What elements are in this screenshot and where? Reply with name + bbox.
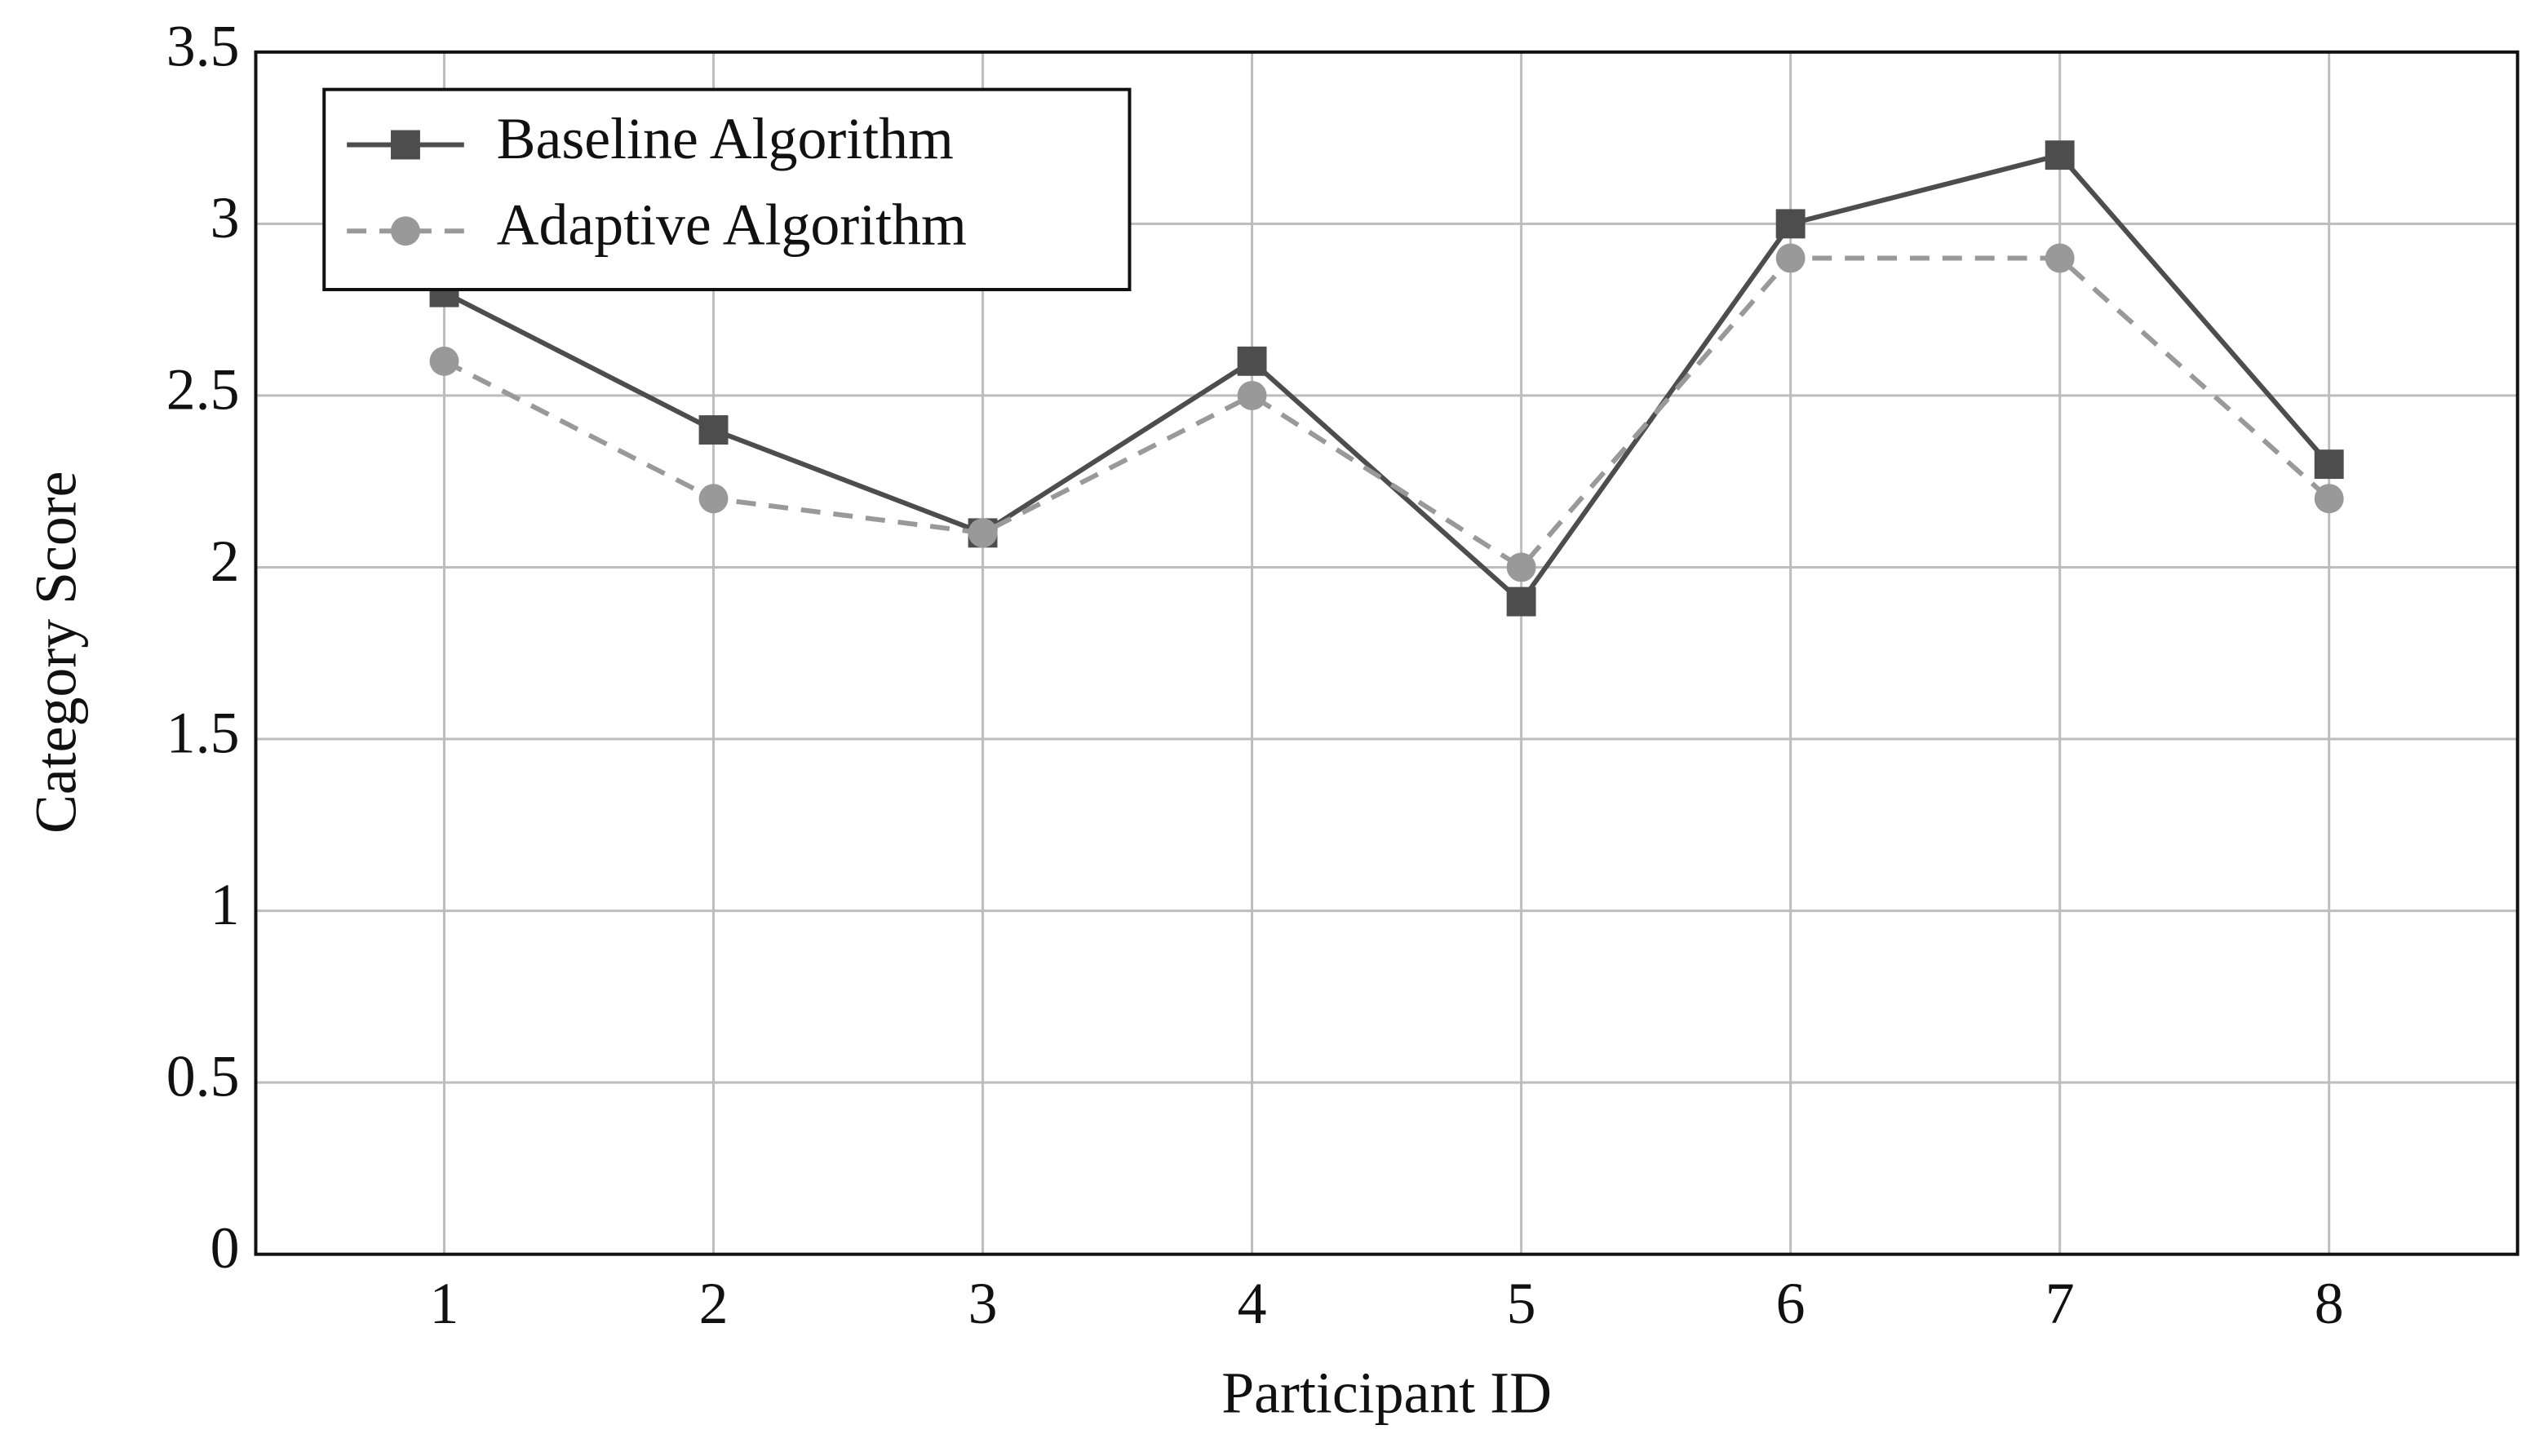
y-tick-label: 1.5 bbox=[166, 701, 240, 766]
legend-box bbox=[322, 87, 1132, 291]
x-tick-label: 1 bbox=[430, 1271, 459, 1336]
data-point bbox=[1237, 346, 1267, 376]
x-axis-label: Participant ID bbox=[1221, 1361, 1552, 1426]
data-point bbox=[2045, 140, 2075, 170]
x-tick-label: 2 bbox=[699, 1271, 729, 1336]
plot-frame bbox=[254, 50, 2519, 1256]
data-point bbox=[698, 484, 729, 514]
data-point bbox=[2045, 243, 2075, 273]
data-point bbox=[429, 346, 459, 376]
legend-marker bbox=[391, 130, 420, 160]
y-axis-label: Category Score bbox=[24, 471, 89, 834]
x-tick-label: 7 bbox=[2045, 1271, 2075, 1336]
x-tick-label: 4 bbox=[1238, 1271, 1267, 1336]
legend-label: Baseline Algorithm bbox=[497, 106, 954, 171]
data-point bbox=[2314, 484, 2344, 514]
y-tick-label: 0.5 bbox=[166, 1044, 240, 1109]
data-point bbox=[1775, 209, 1806, 239]
y-tick-label: 3.5 bbox=[166, 13, 240, 78]
series-line bbox=[443, 255, 2331, 571]
data-point bbox=[698, 415, 729, 445]
data-point bbox=[2314, 449, 2344, 480]
legend-marker bbox=[391, 216, 420, 246]
series-line bbox=[443, 152, 2331, 606]
x-tick-label: 6 bbox=[1776, 1271, 1806, 1336]
data-point bbox=[1506, 552, 1536, 582]
data-point bbox=[1775, 243, 1806, 273]
y-tick-label: 0 bbox=[210, 1215, 240, 1281]
data-point bbox=[968, 518, 998, 548]
x-tick-label: 3 bbox=[968, 1271, 998, 1336]
data-point bbox=[1237, 380, 1267, 410]
x-tick-label: 8 bbox=[2315, 1271, 2344, 1336]
y-tick-label: 1 bbox=[210, 872, 240, 937]
legend-label: Adaptive Algorithm bbox=[497, 193, 967, 258]
y-tick-label: 3 bbox=[210, 185, 240, 250]
y-tick-label: 2 bbox=[210, 529, 240, 594]
y-tick-label: 2.5 bbox=[166, 356, 240, 422]
x-tick-label: 5 bbox=[1507, 1271, 1536, 1336]
data-point bbox=[1506, 586, 1536, 617]
